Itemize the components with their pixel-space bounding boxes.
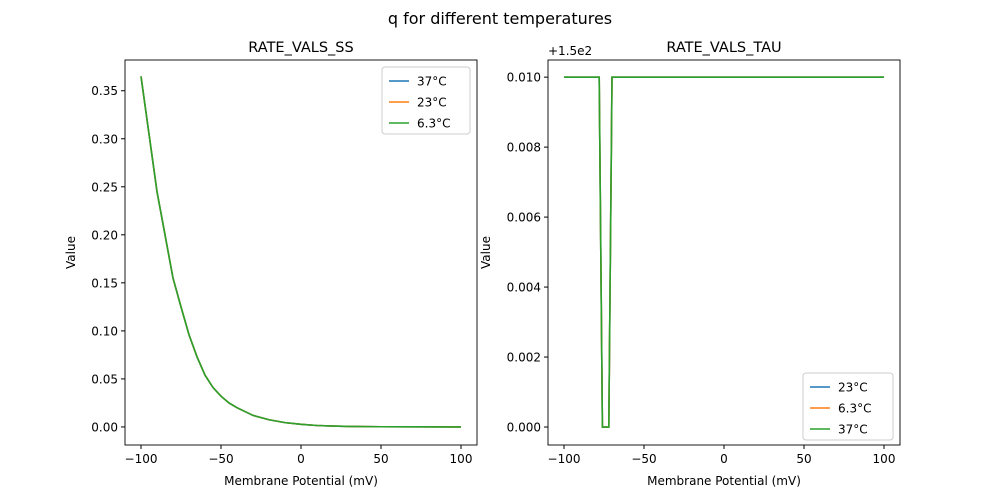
legend-label: 23°C [417, 96, 447, 110]
y-tick-label: 0.30 [91, 132, 118, 146]
y-axis-label: Value [479, 236, 493, 269]
series-line [140, 76, 462, 428]
legend-box [802, 372, 894, 441]
y-tick-label: 0.008 [507, 141, 541, 155]
y-tick-label: 0.00 [91, 420, 118, 434]
legend-label: 6.3°C [417, 117, 450, 131]
y-tick-label: 0.35 [91, 84, 118, 98]
x-tick-label: 100 [450, 452, 473, 466]
x-tick-label: 0 [720, 452, 728, 466]
legend-label: 6.3°C [838, 402, 871, 416]
y-tick-label: 0.002 [507, 351, 541, 365]
legend: 37°C 23°C 6.3°C [381, 66, 471, 135]
legend-label: 37°C [838, 423, 868, 437]
x-tick-label: 100 [873, 452, 896, 466]
y-tick-label: 0.010 [507, 71, 541, 85]
legend-box [381, 66, 471, 135]
x-tick-label: 50 [373, 452, 388, 466]
subplot-1: RATE_VALS_SS −100 −50 0 50 100 0.00 0.05 0.10 0.1… [64, 40, 478, 488]
x-tick-label: 0 [297, 452, 305, 466]
y-tick-label: 0.20 [91, 228, 118, 242]
subplot-title: RATE_VALS_SS [248, 40, 353, 56]
x-axis-label: Membrane Potential (mV) [647, 474, 801, 488]
series-line [564, 76, 884, 428]
x-tick-label: −50 [208, 452, 233, 466]
x-tick-label: −50 [631, 452, 656, 466]
y-tick-label: 0.004 [507, 281, 541, 295]
y-axis-label: Value [64, 236, 78, 269]
subplot-title: RATE_VALS_TAU [666, 40, 781, 56]
y-offset-text: +1.5e2 [548, 44, 592, 58]
y-tick-label: 0.15 [91, 276, 118, 290]
y-tick-label: 0.006 [507, 211, 541, 225]
y-tick-label: 0.000 [507, 421, 541, 435]
x-tick-label: 50 [796, 452, 811, 466]
subplot-2: RATE_VALS_TAU −100 −50 0 50 100 0.000 0.002 0.00… [479, 40, 901, 488]
legend-label: 23°C [838, 381, 868, 395]
x-tick-label: −100 [548, 452, 581, 466]
x-tick-label: −100 [125, 452, 158, 466]
y-tick-label: 0.10 [91, 324, 118, 338]
legend: 23°C 6.3°C 37°C [802, 372, 894, 441]
legend-label: 37°C [417, 75, 447, 89]
x-axis-label: Membrane Potential (mV) [224, 474, 378, 488]
y-tick-label: 0.05 [91, 372, 118, 386]
figure-suptitle: q for different temperatures [388, 9, 612, 28]
y-tick-label: 0.25 [91, 180, 118, 194]
